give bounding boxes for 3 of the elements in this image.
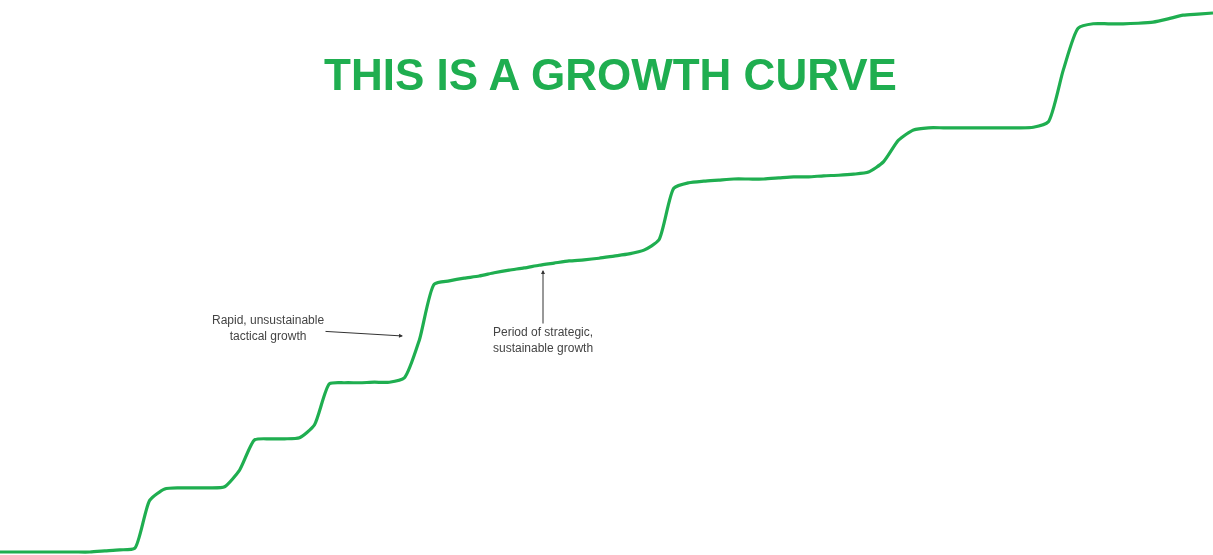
text: THIS IS A GROWTH CURVE (324, 50, 897, 99)
annotation: Rapid, unsustainable tactical growth (212, 313, 325, 343)
annotation: Period of strategic, sustainable growth (493, 325, 594, 355)
